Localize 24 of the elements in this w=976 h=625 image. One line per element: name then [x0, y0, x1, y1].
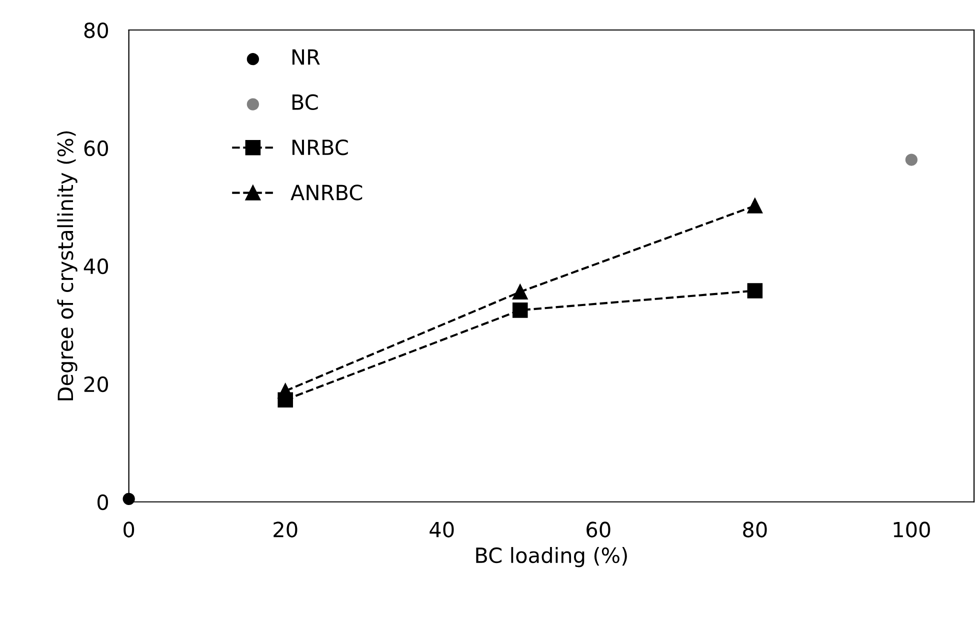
y-tick-label: 40	[84, 258, 108, 274]
x-tick-label: 80	[743, 522, 767, 538]
y-tick-label: 60	[84, 140, 108, 156]
y-tick-label: 80	[84, 22, 108, 38]
y-axis-title: Degree of crystallinity (%)	[57, 131, 78, 400]
y-tick-label: 0	[98, 494, 108, 510]
x-tick-label: 40	[430, 522, 454, 538]
x-axis-title: BC loading (%)	[476, 547, 627, 568]
legend-label: BC	[292, 94, 318, 110]
legend-label: NR	[292, 49, 320, 65]
point	[512, 284, 528, 300]
point	[122, 492, 135, 505]
point	[278, 383, 293, 399]
point	[747, 283, 763, 298]
x-tick-label: 0	[124, 522, 134, 538]
x-tick-label: 60	[586, 522, 610, 538]
legend-label: ANRBC	[290, 184, 362, 200]
legend-label: NRBC	[292, 139, 348, 156]
x-tick-label: 20	[274, 522, 298, 538]
point	[747, 198, 763, 214]
y-tick-label: 20	[84, 376, 108, 392]
point	[512, 302, 528, 318]
x-tick-label: 100	[894, 522, 930, 538]
point	[905, 154, 918, 166]
